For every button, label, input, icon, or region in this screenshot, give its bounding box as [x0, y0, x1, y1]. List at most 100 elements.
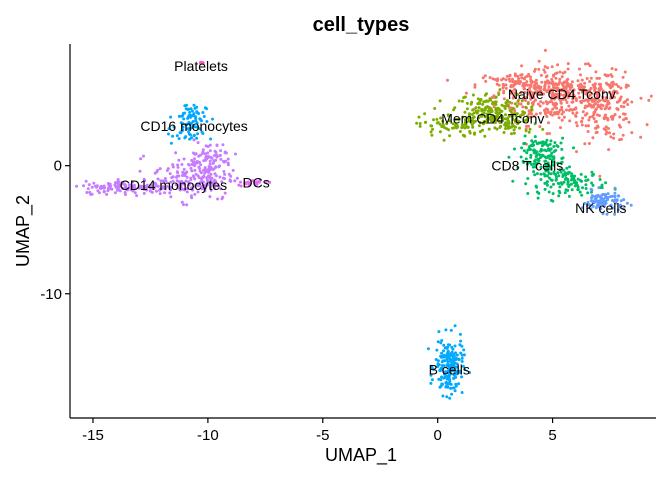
- data-point: [443, 370, 447, 374]
- data-point: [546, 174, 549, 178]
- data-point: [577, 91, 581, 95]
- data-point: [598, 178, 602, 181]
- data-point: [469, 102, 473, 106]
- data-point: [537, 92, 541, 96]
- data-point: [599, 103, 603, 107]
- data-point: [575, 111, 579, 115]
- data-point: [531, 95, 535, 99]
- data-point: [618, 138, 622, 142]
- data-point: [197, 154, 201, 158]
- data-point: [560, 105, 564, 109]
- data-point: [524, 99, 528, 102]
- data-point: [192, 133, 196, 137]
- data-point: [460, 375, 464, 379]
- data-point: [540, 153, 544, 157]
- data-point: [551, 83, 555, 87]
- data-point: [516, 81, 520, 85]
- data-point: [439, 341, 443, 345]
- data-point: [534, 165, 537, 169]
- data-point: [539, 73, 543, 77]
- data-point: [167, 132, 170, 136]
- data-point: [614, 83, 618, 86]
- data-point: [621, 75, 625, 79]
- data-point: [156, 177, 160, 181]
- data-point: [165, 169, 169, 172]
- data-point: [108, 187, 111, 190]
- data-point: [116, 186, 120, 190]
- data-point: [513, 112, 517, 116]
- data-point: [582, 89, 586, 93]
- data-point: [526, 102, 530, 106]
- data-point: [577, 87, 581, 91]
- data-point: [596, 202, 600, 206]
- data-point: [562, 115, 566, 119]
- data-point: [550, 78, 554, 81]
- data-point: [512, 128, 516, 132]
- data-point: [168, 172, 172, 176]
- data-point: [418, 122, 422, 125]
- data-point: [598, 174, 602, 178]
- data-point: [86, 187, 90, 191]
- data-point: [113, 191, 117, 195]
- data-point: [519, 102, 523, 106]
- data-point: [453, 106, 457, 110]
- data-point: [572, 177, 576, 181]
- data-point: [560, 75, 564, 79]
- data-point: [473, 83, 477, 87]
- data-point: [533, 173, 537, 177]
- data-point: [612, 82, 616, 86]
- data-point: [547, 88, 550, 92]
- data-point: [161, 179, 165, 183]
- data-point: [188, 110, 192, 114]
- data-point: [526, 192, 530, 195]
- data-point: [539, 178, 543, 181]
- data-point: [485, 112, 489, 116]
- data-point: [586, 191, 590, 195]
- data-point: [483, 115, 487, 119]
- data-point: [131, 180, 134, 184]
- data-point: [491, 102, 494, 106]
- data-point: [188, 126, 192, 130]
- data-point: [549, 185, 553, 189]
- data-point: [523, 134, 527, 138]
- data-point: [502, 97, 506, 101]
- data-point: [208, 143, 212, 147]
- data-point: [461, 115, 465, 119]
- data-point: [227, 172, 231, 176]
- data-point: [629, 203, 633, 207]
- data-point: [453, 344, 457, 348]
- data-point: [588, 88, 592, 92]
- data-point: [442, 376, 446, 380]
- data-point: [577, 84, 581, 88]
- data-point: [524, 157, 528, 161]
- data-point: [555, 102, 559, 106]
- data-point: [580, 179, 584, 183]
- data-point: [574, 113, 577, 117]
- data-point: [193, 157, 196, 161]
- data-point: [424, 120, 428, 124]
- data-point: [586, 201, 590, 204]
- data-point: [457, 117, 461, 121]
- data-point: [549, 81, 553, 85]
- data-point: [528, 161, 532, 165]
- data-point: [214, 174, 218, 178]
- data-point: [180, 129, 184, 133]
- data-point: [639, 96, 643, 100]
- data-point: [574, 106, 578, 110]
- data-point: [126, 188, 130, 192]
- data-point: [517, 102, 521, 106]
- data-point: [501, 82, 505, 86]
- data-point: [591, 115, 594, 118]
- data-point: [626, 84, 630, 88]
- data-point: [594, 92, 598, 96]
- data-point: [547, 147, 550, 151]
- data-point: [164, 187, 167, 191]
- data-point: [614, 201, 618, 205]
- data-point: [446, 113, 450, 117]
- data-point: [572, 88, 576, 92]
- data-point: [601, 95, 605, 99]
- data-point: [544, 159, 547, 163]
- data-point: [208, 195, 212, 199]
- data-point: [649, 94, 653, 98]
- data-point: [444, 328, 448, 332]
